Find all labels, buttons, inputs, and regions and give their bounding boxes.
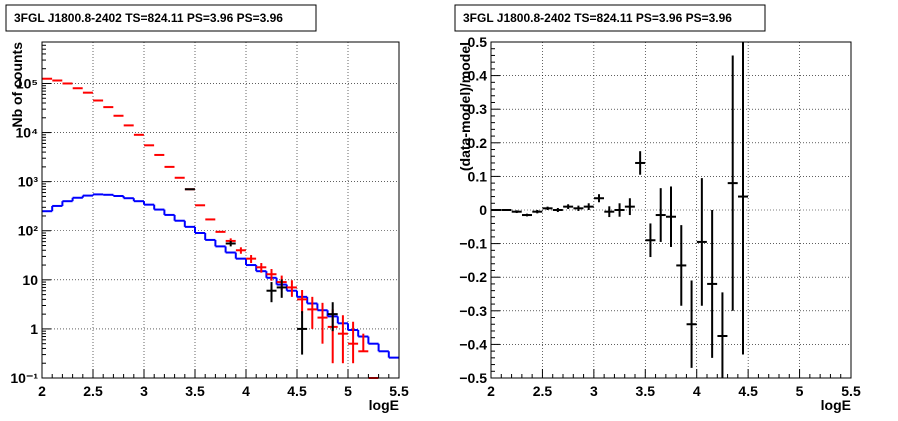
left-y-axis-title: Nb of counts bbox=[9, 42, 25, 128]
left-x-tick-label: 5 bbox=[344, 383, 352, 399]
right-x-axis-title: logE bbox=[821, 397, 851, 413]
left-x-axis-title: logE bbox=[369, 397, 399, 413]
right-y-tick-label: −0.4 bbox=[459, 336, 487, 352]
right-ticks: 2 2.5 3 3.5 4 4.5 5 5.5 −0.5 −0.4 −0.3 −0.2 −0.1 0 0.1… bbox=[459, 34, 861, 399]
left-grid bbox=[42, 42, 399, 378]
right-y-axis-title: (data-model)/model bbox=[457, 42, 473, 171]
left-x-tick-label: 3.5 bbox=[185, 383, 205, 399]
right-x-tick-label: 5 bbox=[796, 383, 804, 399]
left-y-tick-label: 1 bbox=[30, 321, 38, 337]
right-panel: 3FGL J1800.8-2402 TS=824.11 PS=3.96 PS=3… bbox=[454, 4, 861, 413]
right-y-tick-label: −0.2 bbox=[459, 269, 487, 285]
left-title-box bbox=[5, 4, 317, 32]
left-y-tick-label: 10³ bbox=[18, 174, 39, 190]
left-y-tick-label: 10 bbox=[22, 272, 38, 288]
left-ticks: 2 2.5 3 3.5 4 4.5 5 5.5 10⁻¹ 1 10 10² 10³ 10⁴ 10⁵ bbox=[10, 41, 409, 399]
left-plot-frame bbox=[41, 41, 400, 379]
right-y-tick-label: −0.5 bbox=[459, 370, 487, 386]
left-panel: 3FGL J1800.8-2402 TS=824.11 PS=3.96 PS=3… bbox=[5, 4, 409, 413]
right-title: 3FGL J1800.8-2402 TS=824.11 PS=3.96 PS=3… bbox=[463, 11, 732, 25]
right-x-tick-label: 3.5 bbox=[636, 383, 656, 399]
right-x-tick-label: 5.5 bbox=[841, 383, 861, 399]
right-y-tick-label: 0.4 bbox=[468, 68, 488, 84]
left-x-tick-label: 2 bbox=[38, 383, 46, 399]
left-x-tick-label: 3 bbox=[140, 383, 148, 399]
right-x-tick-label: 4.5 bbox=[738, 383, 758, 399]
left-y-tick-label: 10⁴ bbox=[16, 125, 39, 141]
right-y-tick-label: 0 bbox=[479, 202, 487, 218]
right-x-tick-label: 3 bbox=[590, 383, 598, 399]
left-y-tick-label: 10⁻¹ bbox=[10, 370, 38, 386]
right-title-box bbox=[454, 4, 766, 32]
left-title: 3FGL J1800.8-2402 TS=824.11 PS=3.96 PS=3… bbox=[14, 11, 283, 25]
right-y-tick-label: −0.3 bbox=[459, 303, 487, 319]
left-x-tick-label: 4.5 bbox=[287, 383, 307, 399]
right-marks bbox=[491, 42, 748, 378]
left-marks bbox=[42, 77, 399, 379]
left-y-tick-label: 10² bbox=[18, 223, 39, 239]
right-x-tick-label: 2 bbox=[487, 383, 495, 399]
right-x-tick-label: 2.5 bbox=[533, 383, 553, 399]
right-y-tick-label: 0.1 bbox=[468, 168, 488, 184]
right-x-tick-label: 4 bbox=[693, 383, 701, 399]
right-y-tick-label: 0.5 bbox=[468, 34, 488, 50]
right-y-tick-label: 0.2 bbox=[468, 135, 488, 151]
left-x-tick-label: 5.5 bbox=[389, 383, 409, 399]
left-y-tick-label: 10⁵ bbox=[16, 75, 38, 91]
left-x-tick-label: 2.5 bbox=[83, 383, 103, 399]
left-x-tick-label: 4 bbox=[242, 383, 250, 399]
right-y-tick-label: 0.3 bbox=[468, 101, 488, 117]
right-y-tick-label: −0.1 bbox=[459, 236, 487, 252]
